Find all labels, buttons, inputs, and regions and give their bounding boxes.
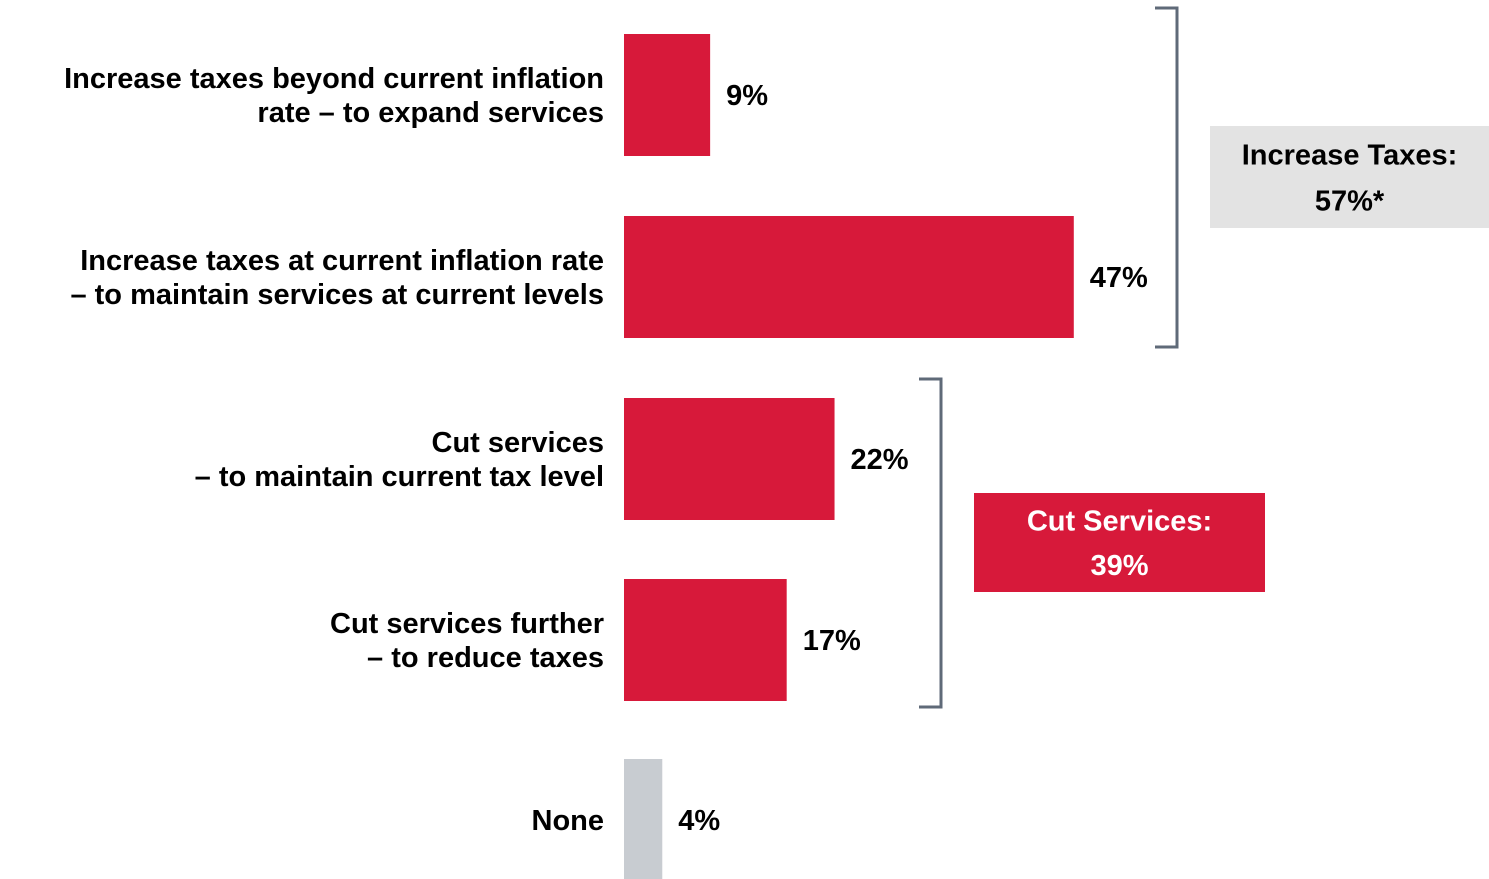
category-label-4-line-0: None bbox=[532, 805, 605, 837]
cut-services-summary-title: Cut Services: bbox=[1027, 506, 1212, 538]
value-label-1: 47% bbox=[1090, 262, 1148, 294]
value-labels-layer: 9% 47% 22% 17% 4% bbox=[678, 80, 1148, 837]
cut-services-summary-box bbox=[974, 493, 1265, 592]
value-label-3: 17% bbox=[803, 625, 861, 657]
group-boxes-layer: Increase Taxes: 57%* Cut Services: 39% bbox=[974, 126, 1489, 592]
increase-taxes-bracket bbox=[1155, 6, 1179, 349]
value-label-0: 9% bbox=[726, 80, 768, 112]
bars-layer bbox=[624, 34, 1074, 879]
bar-4 bbox=[624, 759, 663, 879]
value-label-2: 22% bbox=[851, 444, 909, 476]
category-label-3-line-1: – to reduce taxes bbox=[367, 642, 604, 674]
bar-0 bbox=[624, 34, 711, 156]
bar-3 bbox=[624, 579, 787, 701]
bar-1 bbox=[624, 216, 1074, 338]
category-label-0-line-1: rate – to expand services bbox=[257, 97, 604, 129]
category-label-2-line-1: – to maintain current tax level bbox=[195, 461, 604, 493]
bar-2 bbox=[624, 398, 835, 520]
increase-taxes-summary-box bbox=[1210, 126, 1489, 228]
category-label-2-line-0: Cut services bbox=[432, 427, 605, 459]
cut-services-bracket bbox=[919, 377, 943, 709]
cut-services-summary-value: 39% bbox=[1090, 550, 1148, 582]
category-label-1-line-1: – to maintain services at current levels bbox=[70, 279, 604, 311]
category-label-0-line-0: Increase taxes beyond current inflation bbox=[64, 63, 604, 95]
category-label-1-line-0: Increase taxes at current inflation rate bbox=[80, 245, 604, 277]
increase-taxes-summary-value: 57%* bbox=[1315, 186, 1385, 218]
increase-taxes-summary-title: Increase Taxes: bbox=[1242, 140, 1458, 172]
brackets-layer bbox=[919, 6, 1179, 709]
category-label-3-line-0: Cut services further bbox=[330, 608, 604, 640]
category-labels-layer: Increase taxes beyond current inflationr… bbox=[64, 63, 604, 837]
value-label-4: 4% bbox=[678, 805, 720, 837]
